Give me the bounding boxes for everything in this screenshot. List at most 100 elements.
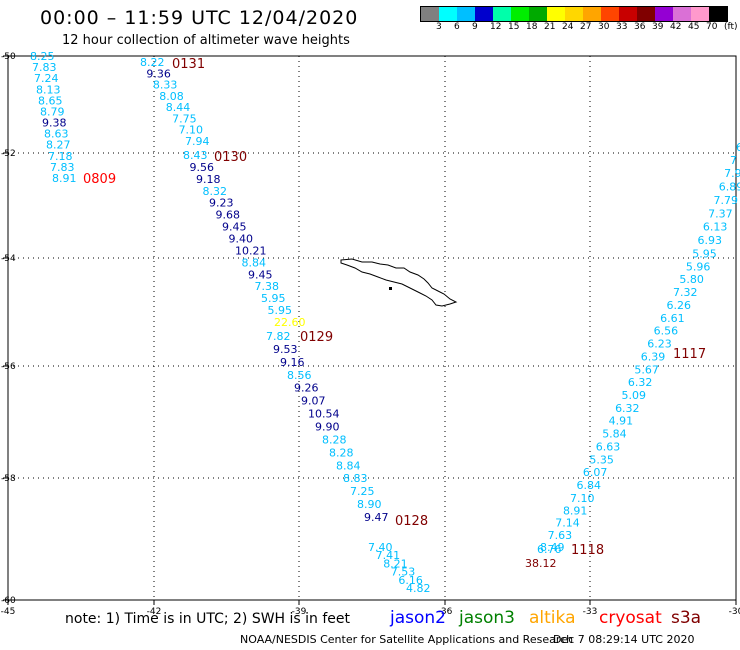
wave-height-value: 7.38 [255, 280, 280, 293]
color-swatch [529, 7, 547, 21]
wave-height-value: 6.56 [654, 325, 679, 338]
page-subtitle: 12 hour collection of altimeter wave hei… [62, 33, 350, 48]
wave-height-value: 10.54 [308, 408, 340, 421]
color-scale-label: (ft) [724, 22, 738, 32]
wave-height-value: 7.14 [555, 517, 580, 530]
wave-height-value: 7.32 [673, 286, 698, 299]
wave-height-value: 7.75 [172, 112, 197, 125]
wave-height-value: 6.32 [615, 402, 640, 415]
wave-height-value: 7.40 [368, 541, 393, 554]
wave-height-value: 6.32 [628, 376, 653, 389]
pass-time-label: 0130 [214, 150, 247, 165]
wave-height-value: 6.93 [698, 234, 723, 247]
wave-height-value: 9.40 [229, 233, 254, 246]
wave-height-value: 8.90 [357, 498, 382, 511]
wave-height-value: 4.91 [609, 415, 634, 428]
wave-height-value: 8.84 [336, 459, 361, 472]
pass-time-label: 0131 [172, 57, 205, 72]
wave-height-value: 8.56 [287, 369, 312, 382]
wave-height-value: 9.45 [222, 221, 247, 234]
wave-height-value: 8.91 [52, 172, 77, 185]
y-tick-label: -54 [1, 254, 16, 264]
x-tick-label: -42 [147, 607, 162, 617]
y-tick-label: -58 [1, 474, 16, 484]
y-tick-label: -60 [1, 596, 16, 606]
wave-height-value: 6.13 [703, 221, 728, 234]
wave-height-value: 7.83 [32, 61, 57, 74]
generated-timestamp: Dec 7 08:29:14 UTC 2020 [553, 633, 695, 646]
wave-height-value: 7 [730, 154, 737, 167]
color-swatch [655, 7, 673, 21]
wave-height-value: 8.65 [38, 94, 63, 107]
color-swatch [457, 7, 475, 21]
wave-height-value: 7.63 [548, 529, 573, 542]
wave-height-value: 6.76 [537, 543, 562, 556]
wave-height-value: 9.18 [196, 173, 221, 186]
wave-height-value: 8.28 [329, 446, 354, 459]
wave-height-value: 5.67 [634, 363, 659, 376]
wave-height-value: 8.79 [40, 105, 65, 118]
color-scale-label: 21 [544, 22, 556, 32]
wave-height-value: 8.83 [343, 472, 368, 485]
wave-height-value: 6.16 [398, 574, 423, 587]
wave-height-value: 7.37 [708, 207, 733, 220]
wave-height-value: 8.25 [30, 50, 55, 63]
color-swatch [421, 7, 439, 21]
wave-height-value: 8.91 [563, 504, 588, 517]
satellite-jason3: jason3 [459, 608, 515, 628]
color-swatch [637, 7, 655, 21]
wave-height-value: 6 [736, 141, 740, 154]
x-tick-label: -39 [292, 607, 307, 617]
wave-height-value: 7.41 [376, 549, 401, 562]
color-swatch [583, 7, 601, 21]
wave-height-value: 5.95 [692, 247, 717, 260]
x-tick-label: -45 [1, 607, 16, 617]
wave-height-value: 5.96 [686, 260, 711, 273]
wave-height-value: 7.94 [185, 135, 210, 148]
color-swatch [511, 7, 529, 21]
south-georgia-island [340, 258, 458, 307]
color-scale-label: 9 [472, 22, 478, 32]
wave-height-value: 4.82 [406, 582, 431, 595]
wave-height-value: 6.39 [641, 350, 666, 363]
wave-height-value: 9.07 [301, 395, 326, 408]
map-frame [7, 55, 737, 601]
wave-height-value: 8.32 [203, 185, 228, 198]
wave-height-value: 8.44 [166, 101, 191, 114]
color-swatch [691, 7, 709, 21]
wave-height-value: 5.84 [602, 428, 627, 441]
color-swatch [619, 7, 637, 21]
wave-height-value: 9.38 [42, 117, 67, 130]
wave-height-value: 8.13 [36, 83, 61, 96]
y-tick-label: -52 [1, 149, 16, 159]
page-title: 00:00 – 11:59 UTC 12/04/2020 [40, 7, 359, 29]
wave-height-value: 6.61 [660, 312, 685, 325]
wave-height-value: 8.22 [140, 56, 165, 69]
color-scale-label: 12 [490, 22, 502, 32]
x-tick-label: -30 [729, 607, 740, 617]
wave-height-value: 7.53 [391, 566, 416, 579]
wave-height-value: 5.35 [589, 453, 614, 466]
wave-height-value: 6.89 [719, 181, 740, 194]
wave-height-value: 9.56 [190, 161, 215, 174]
color-swatch [565, 7, 583, 21]
wave-height-value: 5.80 [679, 273, 704, 286]
wave-height-value: 7.24 [34, 72, 59, 85]
pass-time-label: 1118 [571, 543, 604, 558]
color-swatch [475, 7, 493, 21]
pass-time-label: 1117 [673, 347, 706, 362]
x-tick-label: -36 [438, 607, 453, 617]
wave-height-value: 7.82 [266, 330, 291, 343]
wave-height-value: 7.79 [713, 194, 738, 207]
color-scale-label: 45 [688, 22, 700, 32]
wave-height-value: 9.90 [315, 421, 340, 434]
color-scale-label: 70 [706, 22, 718, 32]
color-scale-labels: 3 6 9 12 15 18 21 24 27 30 33 36 39 42 45 70 (ft) [420, 22, 740, 34]
color-swatch [547, 7, 565, 21]
y-tick-label: -56 [1, 362, 16, 372]
wave-height-value: 7.10 [179, 124, 204, 137]
pass-time-label: 0809 [83, 172, 116, 187]
wave-height-value: 5.09 [622, 389, 647, 402]
wave-height-value: 9.47 [364, 511, 389, 524]
